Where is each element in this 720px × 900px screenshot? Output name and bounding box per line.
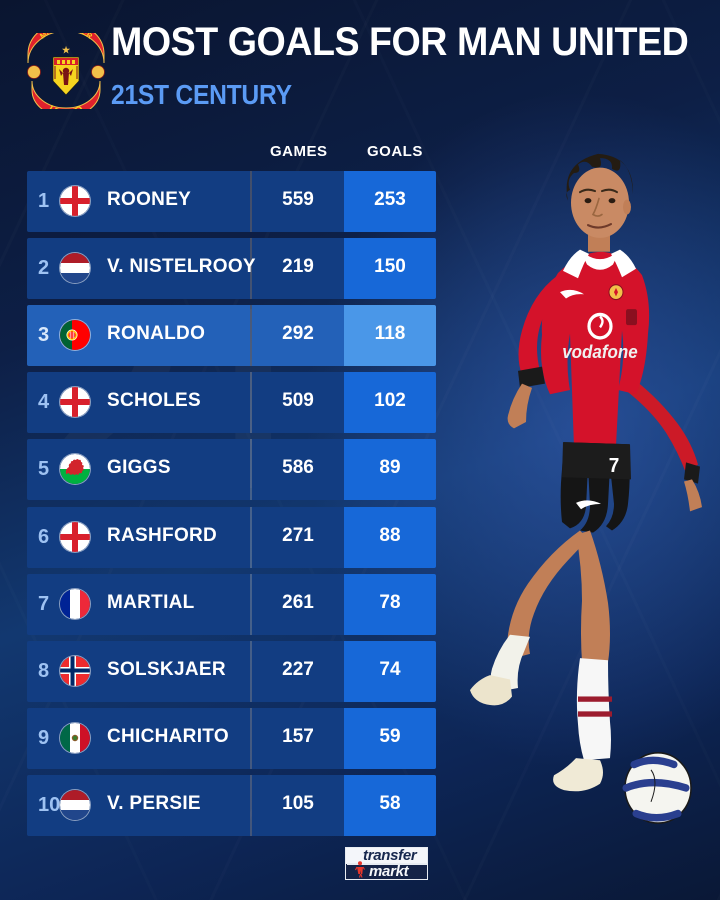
svg-text:vodafone: vodafone [562, 342, 638, 363]
svg-text:★: ★ [62, 45, 71, 55]
svg-text:7: 7 [609, 454, 620, 477]
